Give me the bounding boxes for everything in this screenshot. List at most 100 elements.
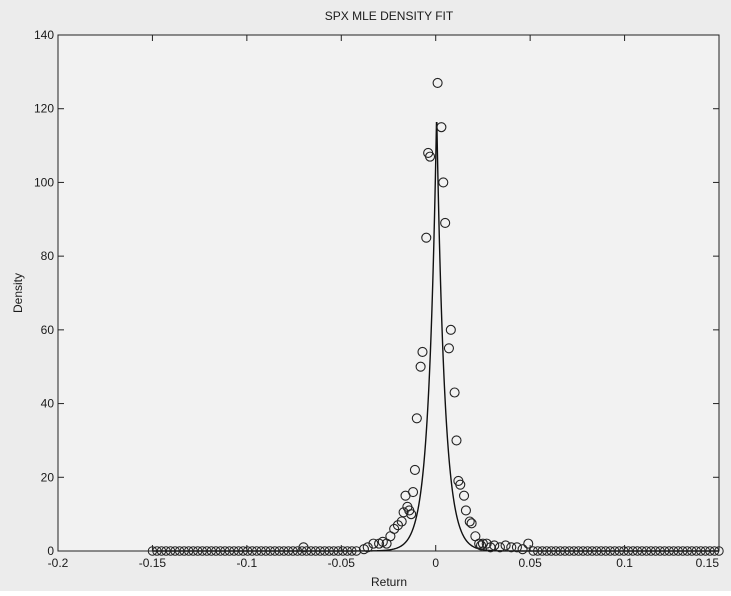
observed-density-markers bbox=[147, 77, 724, 556]
data-point-zero bbox=[610, 546, 620, 556]
x-tick-label: -0.1 bbox=[237, 556, 258, 570]
data-point bbox=[424, 151, 436, 162]
data-point-zero bbox=[705, 546, 715, 556]
data-point-zero bbox=[628, 546, 638, 556]
data-point bbox=[392, 520, 403, 531]
data-point-zero bbox=[288, 546, 298, 556]
data-point bbox=[440, 217, 451, 229]
data-point-zero bbox=[161, 546, 171, 556]
data-point bbox=[458, 490, 470, 501]
data-point bbox=[455, 479, 466, 490]
data-point-zero bbox=[147, 546, 158, 556]
data-point-zero bbox=[542, 546, 552, 556]
data-point-zero bbox=[696, 546, 706, 556]
data-point-zero bbox=[555, 546, 566, 556]
data-point-zero bbox=[274, 546, 285, 556]
data-point-zero bbox=[301, 546, 312, 556]
x-tick-label: -0.05 bbox=[328, 556, 356, 570]
data-point-zero bbox=[596, 546, 606, 556]
data-point-zero bbox=[174, 546, 185, 556]
data-point-zero bbox=[179, 546, 189, 556]
data-point bbox=[415, 361, 426, 372]
data-point-zero bbox=[641, 546, 652, 556]
data-point-zero bbox=[668, 546, 679, 556]
data-point-zero bbox=[156, 546, 167, 556]
data-point bbox=[421, 232, 432, 243]
data-point bbox=[362, 542, 373, 553]
data-point bbox=[443, 343, 454, 354]
y-tick-label: 20 bbox=[41, 470, 55, 484]
data-point-zero bbox=[338, 546, 348, 556]
data-point-zero bbox=[261, 546, 271, 556]
data-point-zero bbox=[678, 546, 688, 556]
data-point-zero bbox=[251, 546, 262, 556]
data-point-zero bbox=[206, 546, 217, 556]
data-point-zero bbox=[170, 546, 180, 556]
data-point-zero bbox=[687, 546, 697, 556]
data-point bbox=[517, 544, 528, 555]
data-point bbox=[436, 122, 447, 133]
x-tick-label: 0 bbox=[432, 556, 439, 570]
data-point-zero bbox=[537, 546, 547, 556]
x-tick-label: -0.2 bbox=[48, 556, 69, 570]
data-point bbox=[432, 77, 443, 88]
data-point-zero bbox=[632, 546, 643, 556]
data-point bbox=[475, 540, 487, 551]
data-point bbox=[464, 516, 475, 527]
y-tick-label: 120 bbox=[34, 102, 54, 116]
y-axis-label: Density bbox=[11, 273, 25, 313]
data-point-zero bbox=[709, 546, 720, 556]
data-point bbox=[494, 542, 505, 553]
data-point-zero bbox=[646, 546, 656, 556]
data-point bbox=[481, 538, 492, 549]
data-point bbox=[449, 387, 460, 398]
data-point bbox=[451, 435, 462, 446]
data-point-zero bbox=[623, 546, 634, 556]
data-point-zero bbox=[664, 546, 674, 556]
data-point-zero bbox=[342, 546, 353, 556]
x-tick-label: -0.15 bbox=[139, 556, 167, 570]
data-point bbox=[506, 542, 517, 553]
y-tick-label: 0 bbox=[47, 544, 54, 558]
data-point-zero bbox=[238, 546, 248, 556]
data-point-zero bbox=[682, 546, 692, 556]
data-point-zero bbox=[578, 546, 588, 556]
data-point-zero bbox=[152, 546, 162, 556]
data-point-zero bbox=[587, 546, 597, 556]
data-point bbox=[398, 507, 409, 518]
plot-area bbox=[57, 34, 720, 552]
data-point-zero bbox=[569, 546, 579, 556]
data-point-zero bbox=[546, 546, 556, 556]
data-point-zero bbox=[242, 546, 253, 556]
data-point-zero bbox=[315, 546, 325, 556]
data-point-zero bbox=[351, 546, 362, 556]
data-point bbox=[460, 505, 471, 516]
data-point-zero bbox=[605, 546, 615, 556]
data-point bbox=[474, 538, 485, 549]
data-point-zero bbox=[691, 546, 702, 556]
data-point-zero bbox=[224, 546, 235, 556]
data-point-zero bbox=[310, 546, 321, 556]
data-point-zero bbox=[265, 546, 275, 556]
y-tick-label: 100 bbox=[34, 175, 54, 189]
data-point-zero bbox=[324, 546, 334, 556]
data-point-zero bbox=[533, 546, 543, 556]
data-point-zero bbox=[655, 546, 665, 556]
data-point-zero bbox=[551, 546, 561, 556]
data-point-zero bbox=[211, 546, 221, 556]
data-point bbox=[298, 542, 309, 553]
data-point-zero bbox=[165, 546, 176, 556]
data-point-zero bbox=[591, 546, 602, 556]
data-point bbox=[523, 538, 534, 549]
data-point-zero bbox=[347, 546, 357, 556]
data-point-zero bbox=[619, 546, 629, 556]
data-point bbox=[500, 540, 511, 551]
data-point-zero bbox=[582, 546, 593, 556]
data-point bbox=[368, 538, 379, 549]
data-point-zero bbox=[659, 546, 670, 556]
y-tick-label: 140 bbox=[34, 28, 54, 42]
chart-title: SPX MLE DENSITY FIT bbox=[325, 9, 454, 23]
data-point-zero bbox=[220, 546, 230, 556]
data-point-zero bbox=[333, 546, 343, 556]
data-point bbox=[389, 523, 400, 534]
